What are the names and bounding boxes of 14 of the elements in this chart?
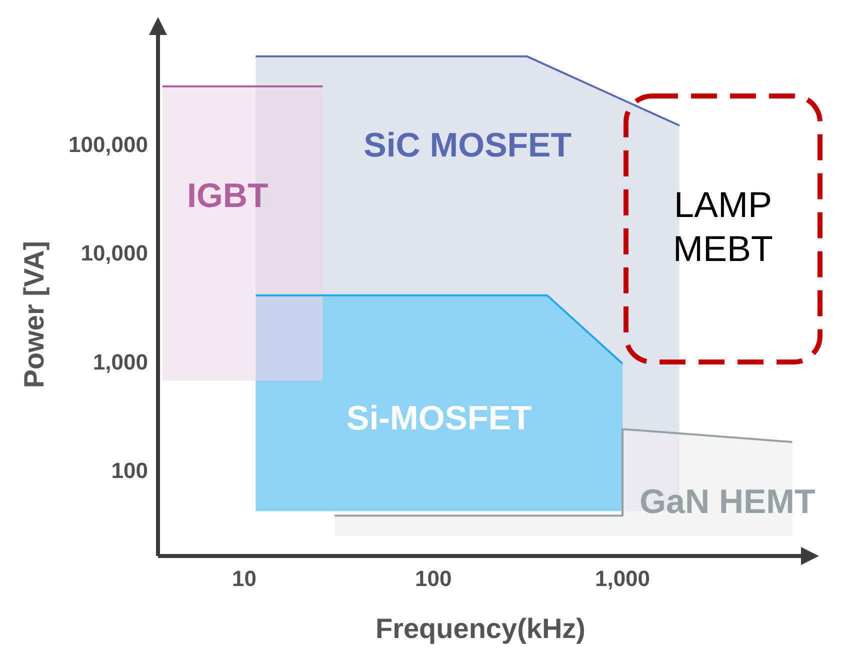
text: Si-MOSFET [346,400,532,438]
y-tick-label: 10,000 [80,240,148,266]
series-label: SiC MOSFET [364,126,572,164]
x-tick-label: 100 [415,566,452,591]
series-label: GaN HEMT [640,482,816,521]
x-tick-label: 10 [232,566,256,591]
x-axis-title: Frequency(kHz) [375,613,586,644]
y-tick-label: 100 [111,458,148,484]
y-tick-label: 1,000 [92,349,148,374]
annotation: LAMP MEBT [672,184,774,269]
y-tick-label: 100,000 [68,132,148,158]
text: IGBT [187,177,268,216]
y-axis-title: Power [VA] [18,240,50,388]
x-tick-label: 1,000 [594,566,650,591]
